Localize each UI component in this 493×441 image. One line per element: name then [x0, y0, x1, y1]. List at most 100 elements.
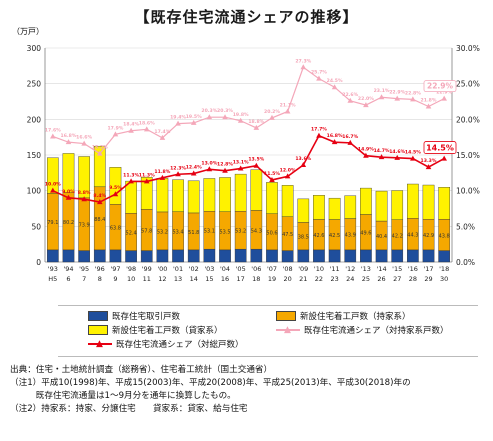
line-point-1: [237, 117, 244, 123]
bar-segment-3: [140, 177, 153, 210]
line-series-1: [52, 66, 445, 155]
bar-value-label: 73.9: [79, 223, 90, 229]
line-point-label: 12.4%: [186, 165, 202, 171]
y-tick-label-left: 200: [27, 115, 42, 124]
x-tick-label: '00: [157, 265, 167, 273]
line-point-label: 17.6%: [45, 127, 61, 133]
line-point-2: [425, 164, 432, 170]
line-point-1: [441, 95, 447, 101]
line-point-2: [96, 199, 103, 205]
y-tick-label-right: 30.0%: [456, 44, 480, 53]
bar-value-label: 63.8: [110, 226, 121, 232]
line-point-2: [65, 194, 72, 200]
bar-value-label: 53.4: [172, 229, 183, 235]
line-point-label: 13.6%: [295, 156, 311, 162]
x-tick-label: '08: [283, 265, 293, 273]
line-point-label: 22.6%: [342, 92, 358, 98]
line-point-2: [81, 196, 87, 202]
line-point-2: [331, 139, 338, 145]
x-tick-label: '97: [110, 265, 120, 273]
line-point-2: [128, 178, 134, 184]
bar-segment-3: [172, 179, 184, 212]
line-point-2: [112, 191, 119, 197]
line-point-1: [222, 114, 228, 120]
legend-item-share-owner: ▲ 既存住宅流通シェア（対持家系戸数）: [276, 324, 449, 336]
era-tick-label: 6: [66, 275, 70, 283]
line-point-label: 11.3%: [139, 172, 155, 178]
line-point-label: 20.3%: [217, 108, 233, 114]
bar-segment-3: [407, 183, 419, 219]
line-point-2: [159, 174, 166, 180]
line-point-1: [159, 134, 166, 140]
bar-segment-1: [172, 249, 184, 263]
era-tick-label: 18: [252, 275, 260, 283]
line-point-1: [394, 95, 401, 101]
line-point-2: [143, 178, 150, 184]
line-point-2: [410, 155, 416, 161]
line-point-1: [112, 131, 119, 137]
bar-value-label: 80.2: [63, 220, 74, 226]
era-tick-label: 13: [174, 275, 182, 283]
line-point-label: 15.2%: [92, 145, 108, 151]
line-point-2: [253, 162, 260, 168]
line-point-1: [284, 108, 291, 114]
line-point-label: 21.8%: [421, 97, 437, 103]
era-tick-label: 30: [440, 275, 448, 283]
bar-segment-1: [344, 249, 357, 263]
bar-segment-1: [328, 249, 341, 263]
bar-value-label: 53.2: [157, 229, 168, 235]
y-tick-label-right: 5.0%: [456, 222, 475, 231]
bar-value-label: 50.6: [266, 230, 277, 236]
line-point-label: 13.1%: [233, 160, 249, 166]
x-tick-label: '14: [377, 265, 387, 273]
bar-segment-1: [281, 250, 294, 263]
bar-value-label: 38.5: [298, 235, 309, 241]
line-point-2: [206, 166, 213, 172]
line-point-label: 13.3%: [421, 158, 437, 164]
x-tick-label: '06: [251, 265, 261, 273]
x-tick-label: '93: [48, 265, 58, 273]
line-point-2: [269, 176, 275, 182]
era-tick-label: 14: [190, 275, 198, 283]
y-tick-label-right: 10.0%: [456, 187, 480, 196]
bar-segment-3: [46, 157, 59, 194]
line-point-label: 22.0%: [358, 96, 374, 102]
bar-value-label: 44.3: [407, 233, 418, 239]
bar-value-label: 52.4: [126, 230, 137, 236]
bar-segment-3: [328, 197, 341, 220]
line-point-2: [363, 152, 369, 158]
chart-canvas: 0 50 100 150 200 250 300 0.0% 5.0% 10.0% 15.0% 20.0…: [27, 44, 480, 283]
legend-label: 既存住宅流通シェア（対持家系戸数）: [304, 326, 449, 336]
x-tick-label: '11: [330, 265, 340, 273]
bar-segment-1: [313, 249, 325, 263]
line-point-label: 18.4%: [123, 122, 139, 128]
line-point-1: [175, 120, 181, 126]
bar-segment-3: [187, 180, 200, 214]
x-tick-label: '04: [220, 265, 230, 273]
bar-segment-1: [250, 248, 263, 263]
legend-label: 既存住宅取引戸数: [112, 312, 181, 322]
line-point-label: 17.7%: [311, 127, 327, 133]
bar-segment-1: [391, 249, 404, 263]
bar-segment-1: [140, 250, 153, 263]
bar-value-label: 49.6: [360, 231, 371, 237]
bar-segment-3: [93, 145, 106, 188]
bar-segment-3: [360, 187, 372, 215]
era-tick-label: 7: [82, 275, 86, 283]
bar-segment-1: [187, 249, 200, 263]
era-tick-label: 21: [299, 275, 307, 283]
era-tick-label: 20: [283, 275, 291, 283]
note-2: （注2）持家系：持家、分譲住宅 貸家系：貸家、給与住宅: [10, 404, 248, 414]
bar-value-label: 54.3: [251, 228, 262, 234]
x-tick-label: '99: [142, 265, 152, 273]
bar-value-label: 88.4: [94, 217, 105, 223]
bar-segment-1: [62, 249, 75, 263]
bar-segment-3: [313, 195, 325, 220]
line-point-label: 22.8%: [405, 90, 421, 96]
bar-segment-3: [156, 178, 169, 213]
bar-segment-3: [125, 180, 137, 214]
x-tick-label: '17: [423, 265, 433, 273]
line-point-2: [190, 170, 197, 176]
y-tick-label-right: 0.0%: [456, 258, 475, 267]
line-point-label: 22.9%: [389, 90, 405, 96]
